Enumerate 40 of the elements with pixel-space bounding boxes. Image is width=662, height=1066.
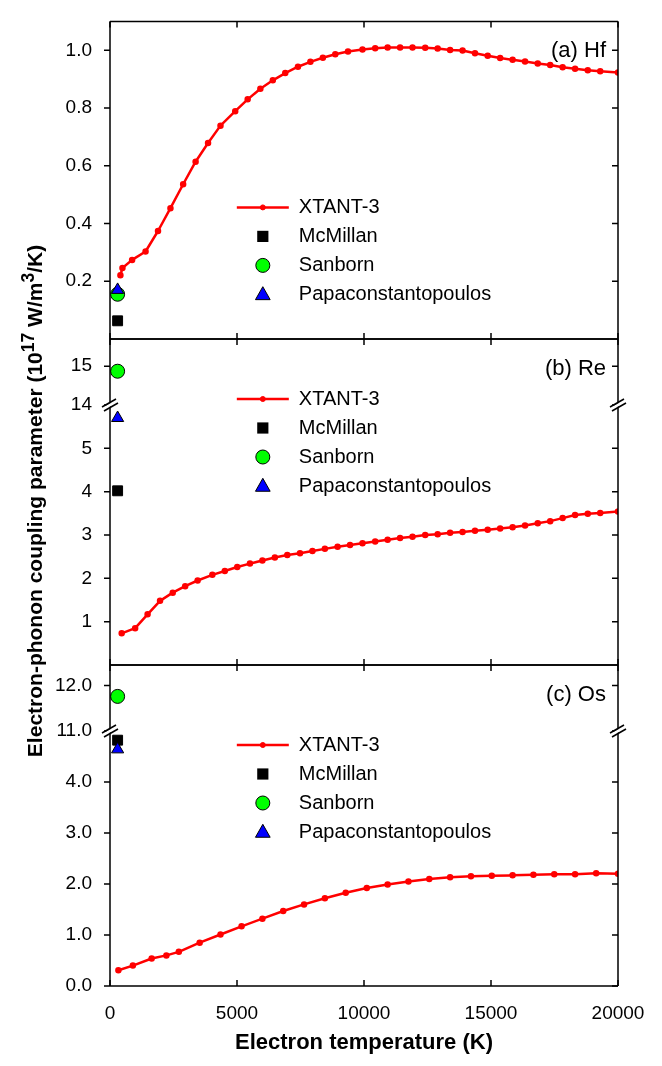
y-tick-label: 1: [81, 609, 92, 631]
legend-label: Sanborn: [298, 252, 375, 275]
y-tick-label: 14: [70, 393, 93, 415]
y-tick-label: 2.0: [65, 872, 92, 894]
legend-label: XTANT-3: [298, 194, 380, 217]
y-tick-label: 15: [70, 354, 92, 376]
y-tick-label: 3.0: [65, 821, 92, 843]
legend-label: Sanborn: [298, 444, 375, 467]
x-tick-label: 0: [104, 1001, 116, 1023]
y-tick-label: 4.0: [65, 770, 92, 792]
y-tick-label: 1.0: [65, 923, 92, 945]
legend-label: Papaconstantopoulos: [298, 473, 492, 496]
legend-label: Papaconstantopoulos: [298, 819, 492, 842]
legend-label: XTANT-3: [298, 732, 380, 755]
x-axis-title: Electron temperature (K): [235, 1028, 493, 1054]
x-tick-label: 10000: [337, 1001, 391, 1023]
x-tick-label: 5000: [215, 1001, 259, 1023]
legend-label: Sanborn: [298, 790, 375, 813]
legend-label: XTANT-3: [298, 386, 380, 409]
y-tick-label: 4: [81, 479, 93, 501]
y-tick-label: 0.4: [65, 211, 93, 233]
legend-label: McMillan: [298, 415, 378, 438]
y-tick-label: 1.0: [65, 38, 92, 60]
y-tick-label: 0.8: [65, 96, 92, 118]
x-tick-label: 15000: [464, 1001, 518, 1023]
y-tick-label: 0.6: [65, 154, 92, 175]
annotation: (b) Re: [544, 355, 606, 381]
legend-label: Papaconstantopoulos: [298, 281, 492, 304]
y-tick-label: 0.0: [65, 974, 92, 996]
y-tick-label: 3: [81, 523, 92, 545]
y-tick-label: 2: [81, 566, 92, 588]
x-tick-label: 20000: [591, 1001, 645, 1023]
y-tick-label: 11.0: [56, 719, 92, 741]
legend-label: McMillan: [298, 223, 378, 246]
annotation: (c) Os: [546, 681, 606, 707]
y-tick-label: 12.0: [55, 673, 92, 695]
y-tick-label: 5: [81, 436, 92, 458]
y-tick-label: 0.2: [65, 269, 92, 291]
annotation: (a) Hf: [551, 37, 607, 63]
legend-label: McMillan: [298, 761, 378, 784]
